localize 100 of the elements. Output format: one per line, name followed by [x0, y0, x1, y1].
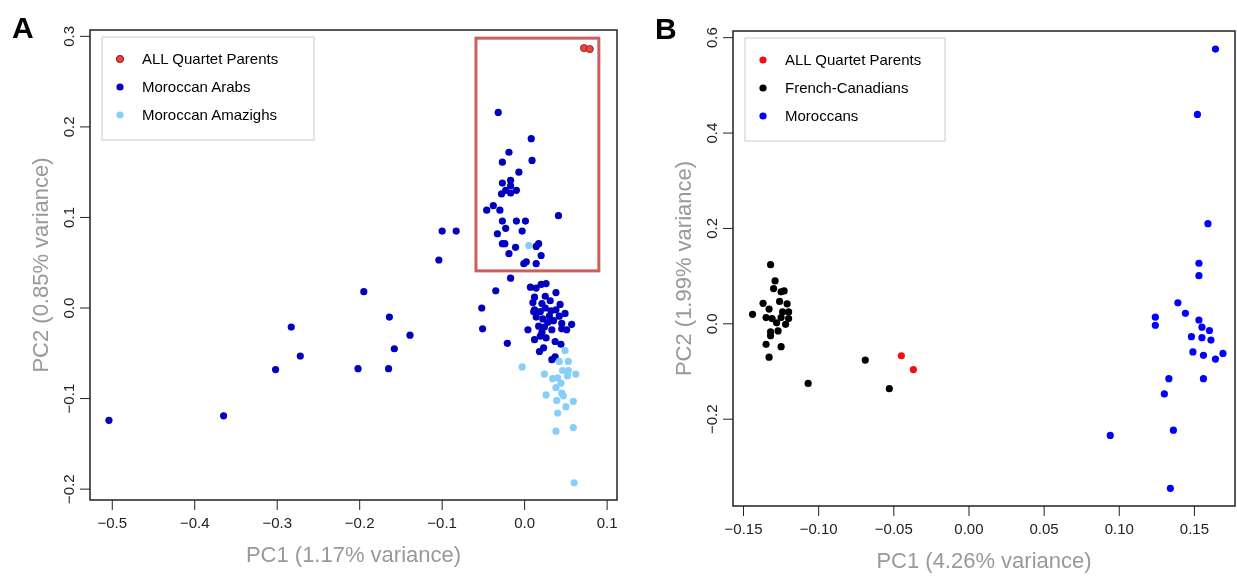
point	[768, 314, 776, 323]
x-tick-label: −0.10	[799, 520, 838, 537]
chart-title: A	[12, 11, 34, 44]
point	[562, 403, 570, 411]
chart-title: B	[655, 12, 677, 45]
y-axis-title: PC2 (0.85% variance)	[28, 157, 53, 373]
point	[1211, 355, 1220, 363]
point	[785, 314, 793, 323]
point	[748, 310, 757, 318]
point	[540, 370, 549, 378]
point	[779, 308, 787, 316]
x-tick-label: −0.3	[262, 514, 293, 531]
y-tick-label: 0.0	[60, 297, 77, 319]
point	[1189, 348, 1197, 356]
point	[1166, 484, 1174, 492]
point	[785, 308, 793, 316]
y-tick-label: −0.2	[60, 474, 77, 504]
point	[762, 314, 770, 322]
x-tick-label: −0.2	[344, 514, 375, 531]
y-axis-title: PC2 (1.99% variance)	[671, 160, 696, 377]
point	[525, 241, 533, 250]
legend-label: Moroccan Arabs	[142, 78, 251, 95]
point	[554, 409, 562, 417]
point	[762, 340, 770, 348]
point	[759, 299, 767, 307]
point	[775, 297, 784, 305]
point	[553, 396, 561, 404]
point	[585, 45, 594, 54]
point	[766, 261, 775, 269]
point	[765, 353, 773, 361]
point	[783, 300, 791, 308]
point	[554, 374, 562, 382]
point	[1199, 351, 1208, 359]
point	[772, 319, 781, 327]
point	[1195, 259, 1203, 267]
x-tick-label: −0.1	[427, 514, 457, 531]
point	[1219, 349, 1227, 357]
x-tick-label: −0.5	[97, 514, 128, 531]
x-tick-label: −0.05	[874, 520, 913, 537]
point	[897, 352, 905, 360]
x-tick-label: −0.4	[179, 514, 210, 531]
point	[1151, 321, 1159, 329]
point	[782, 320, 790, 328]
point	[765, 305, 773, 313]
legend-label: Moroccan Amazighs	[142, 106, 278, 123]
y-tick-label: 0.1	[60, 207, 77, 228]
point	[1174, 299, 1182, 307]
point	[542, 391, 550, 399]
y-tick-label: 0.0	[703, 313, 720, 335]
legend-label: ALL Quartet Parents	[785, 51, 922, 68]
point	[572, 370, 580, 378]
point	[569, 397, 577, 405]
point	[1187, 333, 1196, 341]
x-tick-label: −0.15	[724, 520, 763, 537]
point	[1165, 375, 1173, 383]
legend-label: Moroccans	[785, 107, 859, 124]
x-axis-title: PC1 (1.17% variance)	[245, 542, 462, 567]
point	[1169, 426, 1177, 434]
point	[1181, 309, 1189, 317]
point	[555, 357, 563, 366]
x-tick-label: 0.10	[1104, 520, 1134, 537]
point	[564, 357, 572, 366]
point	[1198, 334, 1206, 342]
point	[1207, 336, 1215, 344]
point	[861, 356, 869, 364]
point	[1195, 316, 1203, 324]
x-tick-label: 0.0	[514, 514, 536, 531]
legend-label: ALL Quartet Parents	[142, 50, 279, 67]
y-tick-label: 0.4	[703, 122, 720, 144]
point	[552, 384, 560, 392]
point	[1204, 220, 1212, 228]
point	[570, 479, 578, 487]
point	[558, 366, 567, 375]
point	[1199, 375, 1208, 383]
point	[518, 363, 526, 371]
legend-label: French-Canadians	[785, 79, 909, 96]
y-tick-label: −0.2	[703, 404, 720, 435]
x-tick-label: 0.15	[1179, 520, 1210, 537]
y-tick-label: 0.2	[60, 116, 77, 138]
x-axis-title: PC1 (4.26% variance)	[876, 548, 1092, 573]
point	[777, 314, 785, 322]
point	[1198, 323, 1206, 331]
point	[563, 372, 572, 380]
x-tick-label: 0.00	[954, 520, 984, 537]
point	[1160, 390, 1168, 398]
point	[1195, 272, 1203, 280]
point	[771, 277, 779, 285]
point	[804, 379, 812, 388]
point	[1205, 326, 1214, 335]
x-tick-label: 0.05	[1029, 520, 1059, 537]
x-tick-label: 0.1	[596, 514, 618, 531]
point	[1193, 110, 1202, 119]
y-tick-label: 0.6	[703, 27, 720, 49]
point	[557, 379, 565, 387]
point	[1106, 431, 1114, 440]
point	[766, 332, 775, 340]
point	[561, 346, 569, 355]
y-tick-label: 0.3	[60, 25, 77, 47]
point	[885, 385, 893, 393]
point	[569, 423, 577, 432]
